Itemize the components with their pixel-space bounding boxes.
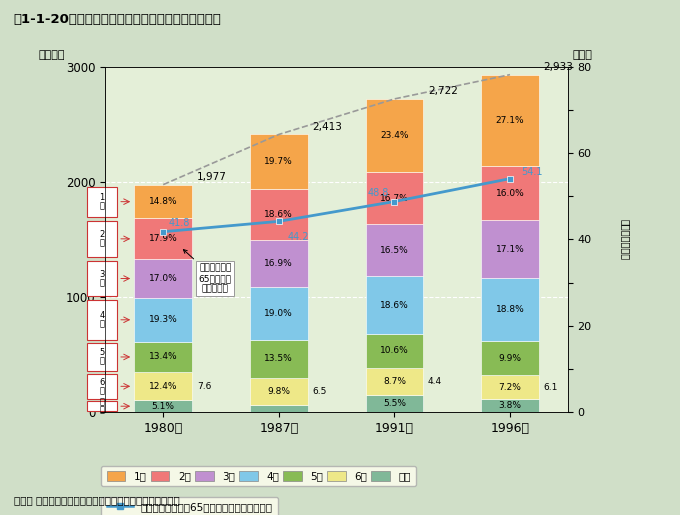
Text: 19.7%: 19.7% bbox=[265, 157, 293, 166]
Bar bbox=[481, 278, 539, 341]
Bar bbox=[250, 189, 308, 241]
Text: 5.1%: 5.1% bbox=[152, 402, 175, 410]
FancyBboxPatch shape bbox=[87, 373, 117, 399]
FancyBboxPatch shape bbox=[87, 261, 117, 296]
Bar bbox=[481, 375, 539, 399]
Text: 3.8%: 3.8% bbox=[498, 401, 522, 410]
Text: 16.9%: 16.9% bbox=[265, 260, 293, 268]
Text: 14.8%: 14.8% bbox=[149, 197, 177, 206]
Text: 6.5: 6.5 bbox=[312, 387, 326, 396]
Text: 2,933: 2,933 bbox=[543, 62, 573, 72]
Bar bbox=[366, 334, 424, 368]
Bar bbox=[135, 342, 192, 372]
Bar bbox=[366, 395, 424, 412]
Bar bbox=[481, 341, 539, 375]
Bar bbox=[250, 287, 308, 340]
Text: 54.1: 54.1 bbox=[522, 166, 543, 177]
Bar bbox=[250, 405, 308, 412]
Text: 18.6%: 18.6% bbox=[265, 210, 293, 219]
Text: 13.5%: 13.5% bbox=[265, 354, 293, 364]
Bar bbox=[366, 368, 424, 395]
Text: 16.7%: 16.7% bbox=[380, 194, 409, 203]
Text: 19.0%: 19.0% bbox=[265, 309, 293, 318]
Bar bbox=[366, 99, 424, 172]
Bar bbox=[366, 172, 424, 225]
Text: 16.5%: 16.5% bbox=[380, 246, 409, 255]
Text: 2,722: 2,722 bbox=[428, 86, 458, 96]
Bar bbox=[366, 225, 424, 276]
Bar bbox=[250, 241, 308, 287]
Text: 9.8%: 9.8% bbox=[267, 387, 290, 396]
Text: 18.6%: 18.6% bbox=[380, 301, 409, 310]
Text: 10.6%: 10.6% bbox=[380, 347, 409, 355]
Text: 27.1%: 27.1% bbox=[496, 116, 524, 125]
Text: 8.7%: 8.7% bbox=[383, 376, 406, 386]
Text: 13.4%: 13.4% bbox=[149, 352, 177, 362]
Bar bbox=[250, 340, 308, 377]
Bar bbox=[250, 134, 308, 189]
Text: 6
級: 6 級 bbox=[99, 377, 105, 395]
Text: 資料： 厚生労働省障害保健福祉部「身体障害者実態調査」: 資料： 厚生労働省障害保健福祉部「身体障害者実態調査」 bbox=[14, 495, 180, 505]
Bar bbox=[481, 166, 539, 220]
Bar bbox=[366, 276, 424, 334]
FancyBboxPatch shape bbox=[87, 300, 117, 339]
Bar bbox=[135, 185, 192, 218]
FancyBboxPatch shape bbox=[87, 186, 117, 217]
Text: 17.9%: 17.9% bbox=[149, 234, 177, 244]
Text: 44.2: 44.2 bbox=[288, 232, 309, 242]
Text: 16.0%: 16.0% bbox=[496, 189, 524, 198]
Text: 9.9%: 9.9% bbox=[498, 354, 522, 363]
Text: 18.8%: 18.8% bbox=[496, 305, 524, 314]
Text: 4.4: 4.4 bbox=[428, 376, 442, 386]
Text: 不
明: 不 明 bbox=[99, 398, 105, 415]
Bar bbox=[481, 75, 539, 166]
Text: 7.2%: 7.2% bbox=[498, 383, 522, 391]
Text: 17.0%: 17.0% bbox=[149, 274, 177, 283]
Text: 2,413: 2,413 bbox=[312, 122, 342, 132]
Bar bbox=[250, 377, 308, 405]
Text: 48.8: 48.8 bbox=[367, 188, 389, 198]
Text: 12.4%: 12.4% bbox=[149, 382, 177, 391]
Text: 17.1%: 17.1% bbox=[496, 245, 524, 254]
Text: 2
級: 2 級 bbox=[99, 230, 105, 248]
Text: 7.6: 7.6 bbox=[197, 382, 211, 391]
Bar bbox=[135, 400, 192, 412]
Bar bbox=[135, 372, 192, 400]
FancyBboxPatch shape bbox=[87, 220, 117, 257]
Bar bbox=[481, 220, 539, 278]
Text: 23.4%: 23.4% bbox=[380, 131, 409, 140]
Text: 6.1: 6.1 bbox=[543, 383, 558, 391]
Text: 19.3%: 19.3% bbox=[149, 315, 177, 324]
Text: 図1-1-20　身体障害者数の年次推移と程度別の割合: 図1-1-20 身体障害者数の年次推移と程度別の割合 bbox=[14, 13, 222, 26]
Text: 4
級: 4 級 bbox=[99, 311, 105, 329]
Text: 5.5%: 5.5% bbox=[383, 399, 406, 408]
Text: 41.8: 41.8 bbox=[169, 218, 190, 228]
Bar bbox=[135, 218, 192, 259]
Text: 1,977: 1,977 bbox=[197, 171, 226, 182]
Bar bbox=[135, 259, 192, 298]
Y-axis label: 程度の障害者数: 程度の障害者数 bbox=[621, 219, 630, 260]
Legend: 身体障害者のうぶ65歳以上の者の占める割合: 身体障害者のうぶ65歳以上の者の占める割合 bbox=[101, 496, 278, 515]
FancyBboxPatch shape bbox=[87, 344, 117, 371]
Text: （％）: （％） bbox=[573, 50, 592, 60]
Text: （千人）: （千人） bbox=[38, 50, 65, 60]
Text: 3
級: 3 級 bbox=[99, 270, 105, 287]
Bar bbox=[481, 399, 539, 412]
Bar bbox=[135, 298, 192, 342]
Text: 1
級: 1 級 bbox=[99, 193, 105, 210]
Text: 身体障害者の
65歳以上の
占める割合: 身体障害者の 65歳以上の 占める割合 bbox=[184, 250, 232, 294]
FancyBboxPatch shape bbox=[87, 401, 117, 411]
Text: 5
級: 5 級 bbox=[99, 348, 105, 366]
